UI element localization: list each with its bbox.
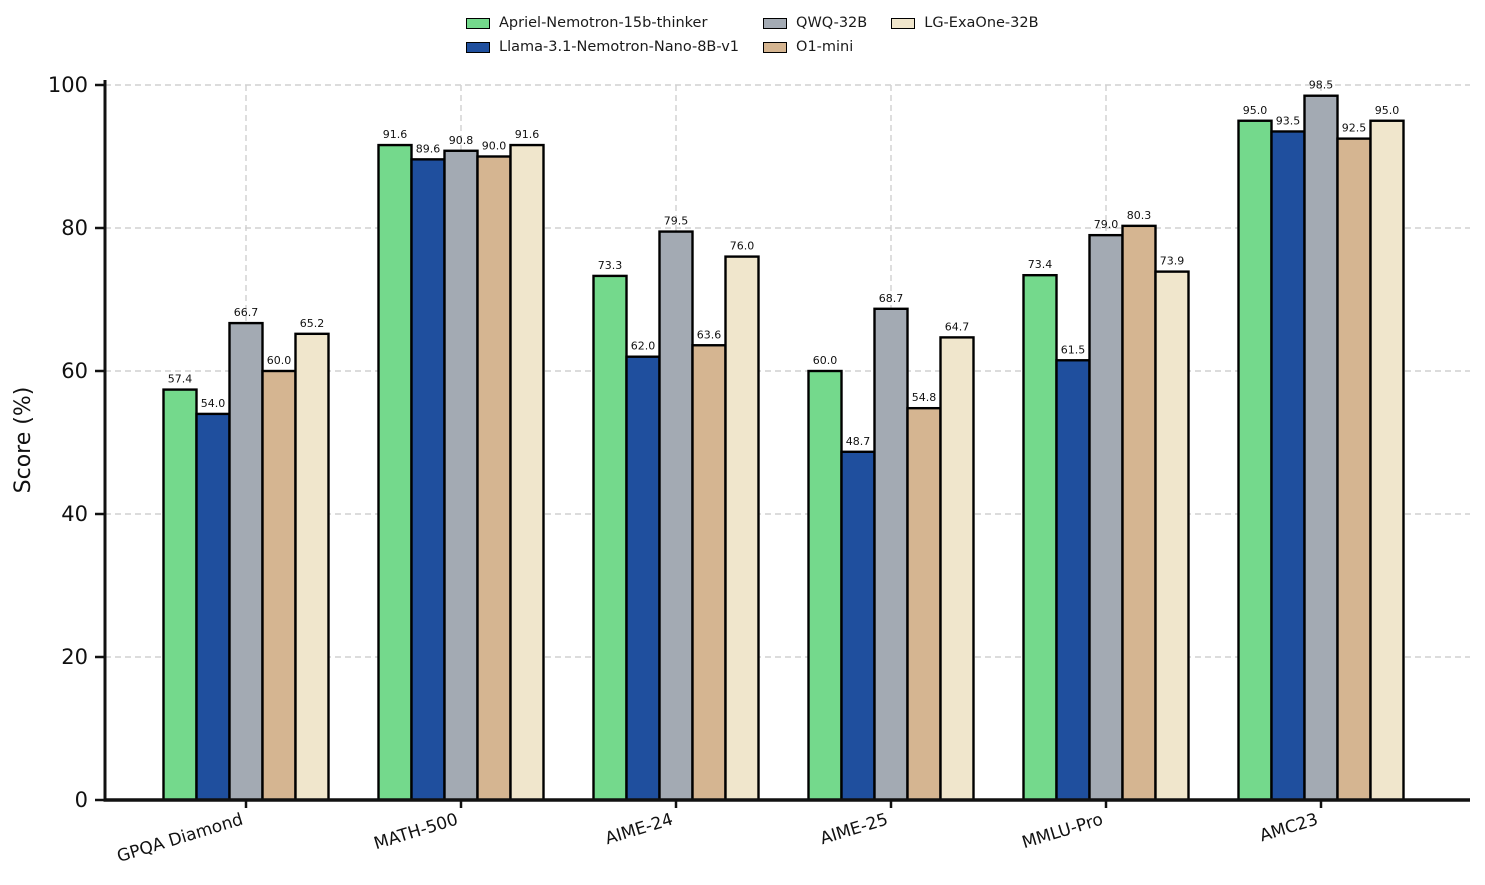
bar-value-label: 89.6 [416, 142, 441, 155]
bar [1022, 273, 1058, 802]
bar-value-label: 93.5 [1276, 114, 1301, 127]
legend-label: QWQ-32B [796, 15, 868, 31]
bar [906, 406, 942, 802]
bar-value-label: 91.6 [383, 128, 408, 141]
y-tick-label: 0 [75, 788, 88, 812]
bar [1055, 359, 1091, 802]
bar-value-label: 68.7 [879, 292, 904, 305]
bar-value-label: 73.9 [1160, 255, 1185, 268]
bar [1336, 137, 1372, 802]
legend-swatch-green [466, 17, 490, 29]
bar [1303, 94, 1339, 802]
bar-value-label: 76.0 [730, 240, 755, 253]
legend-item: LG-ExaOne-32B [891, 13, 1039, 33]
bar [1088, 233, 1124, 802]
y-axis-title: Score (%) [11, 387, 36, 494]
legend-label: Llama-3.1-Nemotron-Nano-8B-v1 [499, 39, 740, 55]
bar-value-label: 90.0 [482, 140, 507, 153]
bar [1237, 119, 1273, 802]
bar-value-label: 80.3 [1127, 209, 1152, 222]
bar [377, 143, 413, 802]
bar [1369, 119, 1405, 802]
legend-swatch-gray [763, 17, 788, 29]
y-tick-label: 80 [61, 216, 88, 240]
legend-swatch-blue [466, 41, 490, 53]
bar-value-label: 54.8 [912, 391, 937, 404]
bar [410, 158, 446, 802]
bar-value-label: 65.2 [300, 317, 325, 330]
bar-value-label: 90.8 [449, 134, 474, 147]
legend-item: O1-mini [763, 37, 867, 57]
x-tick-label: MMLU-Pro [1020, 810, 1106, 854]
bar [939, 336, 975, 802]
bar-value-label: 73.4 [1028, 258, 1053, 271]
bar [1121, 224, 1157, 802]
bar-value-label: 66.7 [234, 306, 259, 319]
bar-value-label: 54.0 [201, 397, 226, 410]
bar [476, 155, 512, 802]
bar [658, 230, 694, 802]
x-tick-label: GPQA Diamond [115, 810, 246, 867]
bar [625, 355, 661, 802]
legend-label: O1-mini [796, 39, 854, 55]
bar-value-label: 79.5 [664, 215, 689, 228]
bar [873, 307, 909, 802]
bar [592, 274, 628, 802]
y-tick-label: 20 [61, 645, 88, 669]
bar [261, 369, 297, 802]
legend-item: Apriel-Nemotron-15b-thinker [466, 13, 739, 33]
y-tick-label: 60 [61, 359, 88, 383]
legend-label: Apriel-Nemotron-15b-thinker [499, 15, 708, 31]
y-tick-label: 100 [48, 73, 88, 97]
legend: Apriel-Nemotron-15b-thinker Llama-3.1-Ne… [466, 13, 1039, 57]
bar-value-label: 92.5 [1342, 122, 1367, 135]
bar-value-label: 63.6 [697, 328, 722, 341]
y-tick-label: 40 [61, 502, 88, 526]
bar [840, 450, 876, 802]
bar-value-label: 57.4 [168, 373, 193, 386]
bar-value-label: 64.7 [945, 320, 970, 333]
bar-value-label: 48.7 [846, 435, 871, 448]
legend-label: LG-ExaOne-32B [924, 15, 1039, 31]
bar [509, 143, 545, 802]
bar-value-label: 61.5 [1061, 343, 1086, 356]
bar-value-label: 73.3 [598, 259, 623, 272]
x-tick-label: AIME-25 [818, 810, 891, 850]
bar [195, 412, 231, 802]
bar-value-label: 95.0 [1243, 104, 1268, 117]
legend-column: LG-ExaOne-32B [891, 13, 1039, 33]
bar-value-label: 60.0 [813, 354, 838, 367]
bar-value-label: 91.6 [515, 128, 540, 141]
bar [228, 321, 264, 802]
bar-value-label: 95.0 [1375, 104, 1400, 117]
bar [443, 149, 479, 802]
bar [1270, 130, 1306, 802]
bar [807, 369, 843, 802]
legend-item: QWQ-32B [763, 13, 867, 33]
x-tick-label: AMC23 [1257, 810, 1320, 847]
bar-value-label: 60.0 [267, 354, 292, 367]
legend-item: Llama-3.1-Nemotron-Nano-8B-v1 [466, 37, 739, 57]
legend-swatch-tan [763, 41, 788, 53]
bar [724, 255, 760, 802]
bar [691, 344, 727, 802]
bar-value-label: 62.0 [631, 340, 656, 353]
bar-value-label: 98.5 [1309, 79, 1334, 92]
legend-swatch-cream [891, 17, 916, 29]
bar [162, 388, 198, 802]
legend-column: QWQ-32B O1-mini [763, 13, 867, 57]
x-tick-label: AIME-24 [603, 810, 676, 850]
bar-value-label: 79.0 [1094, 218, 1119, 231]
legend-column: Apriel-Nemotron-15b-thinker Llama-3.1-Ne… [466, 13, 739, 57]
bar [294, 332, 330, 802]
x-tick-label: MATH-500 [372, 810, 461, 854]
bar [1154, 270, 1190, 802]
